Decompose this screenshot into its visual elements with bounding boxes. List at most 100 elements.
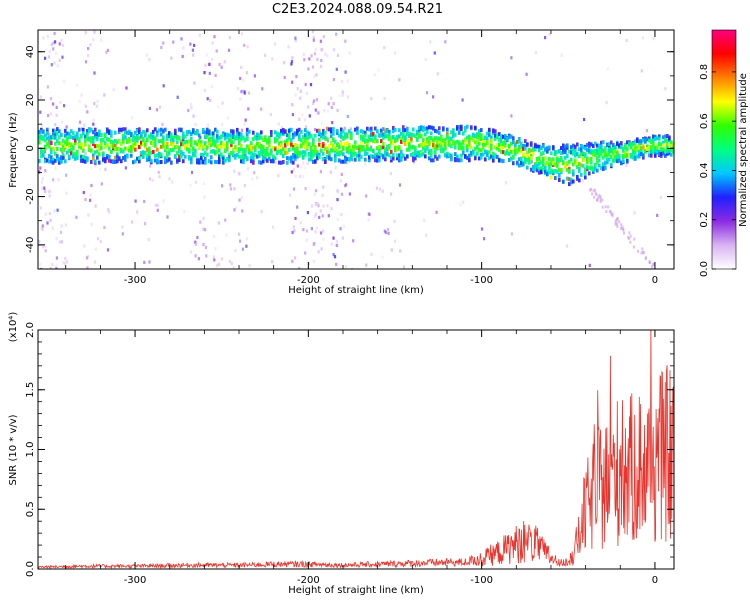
heatmap-cell bbox=[416, 129, 419, 134]
heatmap-cell bbox=[230, 142, 233, 147]
heatmap-cell bbox=[223, 60, 226, 64]
heatmap-cell bbox=[592, 149, 595, 154]
heatmap-cell bbox=[668, 151, 671, 156]
heatmap-cell bbox=[298, 153, 301, 158]
heatmap-cell bbox=[38, 158, 41, 163]
heatmap-cell bbox=[490, 143, 493, 148]
heatmap-cell bbox=[394, 145, 397, 150]
heatmap-cell bbox=[384, 150, 387, 155]
heatmap-cell bbox=[232, 129, 235, 134]
heatmap-cell bbox=[276, 150, 279, 154]
heatmap-cell bbox=[446, 141, 449, 146]
heatmap-cell bbox=[93, 30, 96, 34]
heatmap-cell bbox=[290, 142, 293, 147]
heatmap-cell bbox=[222, 160, 225, 165]
heatmap-cell bbox=[186, 132, 189, 136]
heatmap-cell bbox=[430, 131, 433, 136]
heatmap-cell bbox=[382, 132, 385, 137]
heatmap-cell bbox=[132, 134, 135, 139]
heatmap-cell bbox=[324, 146, 327, 151]
heatmap-cell bbox=[526, 142, 529, 147]
heatmap-cell bbox=[322, 144, 325, 148]
heatmap-cell bbox=[180, 128, 183, 133]
heatmap-cell bbox=[654, 153, 657, 158]
heatmap-cell bbox=[248, 150, 251, 155]
heatmap-cell bbox=[442, 147, 445, 152]
heatmap-cell bbox=[524, 146, 527, 151]
heatmap-cell bbox=[131, 220, 134, 224]
heatmap-cell bbox=[204, 130, 207, 135]
heatmap-cell bbox=[642, 251, 645, 255]
heatmap-cell bbox=[330, 134, 333, 139]
heatmap-cell bbox=[55, 52, 58, 56]
heatmap-cell bbox=[494, 133, 497, 138]
heatmap-cell bbox=[54, 131, 57, 136]
heatmap-cell bbox=[52, 41, 55, 45]
heatmap-cell bbox=[52, 132, 55, 137]
heatmap-cell bbox=[638, 149, 641, 154]
heatmap-cell bbox=[168, 131, 171, 136]
heatmap-cell bbox=[546, 146, 549, 151]
heatmap-cell bbox=[198, 160, 201, 165]
heatmap-cell bbox=[570, 150, 573, 155]
heatmap-cell bbox=[281, 126, 284, 130]
heatmap-cell bbox=[330, 105, 333, 110]
heatmap-cell bbox=[294, 174, 297, 178]
heatmap-cell bbox=[498, 158, 501, 163]
heatmap-cell bbox=[98, 147, 101, 151]
heatmap-cell bbox=[357, 135, 361, 139]
heatmap-cell bbox=[588, 141, 591, 146]
heatmap-cell bbox=[274, 130, 277, 135]
heatmap-cell bbox=[544, 166, 547, 170]
heatmap-cell bbox=[538, 166, 541, 171]
heatmap-cell bbox=[312, 149, 315, 154]
heatmap-cell bbox=[68, 144, 71, 149]
heatmap-cell bbox=[384, 128, 387, 133]
heatmap-cell bbox=[196, 142, 199, 147]
heatmap-cell bbox=[442, 126, 445, 131]
heatmap-cell bbox=[308, 114, 311, 118]
heatmap-cell bbox=[292, 132, 295, 137]
heatmap-cell bbox=[336, 190, 340, 194]
heatmap-cell bbox=[306, 139, 309, 144]
heatmap-cell bbox=[42, 149, 45, 154]
heatmap-cell bbox=[640, 139, 643, 144]
heatmap-cell bbox=[422, 128, 425, 133]
heatmap-cell bbox=[554, 150, 557, 155]
heatmap-cell bbox=[566, 167, 569, 172]
heatmap-cell bbox=[542, 144, 545, 149]
heatmap-cell bbox=[104, 141, 107, 146]
heatmap-cell bbox=[432, 143, 435, 148]
heatmap-cell bbox=[530, 156, 533, 161]
heatmap-cell bbox=[324, 137, 327, 142]
heatmap-cell bbox=[318, 128, 321, 133]
heatmap-cell bbox=[280, 131, 283, 136]
heatmap-cell bbox=[236, 153, 239, 157]
heatmap-cell bbox=[58, 58, 61, 62]
heatmap-cell bbox=[434, 145, 437, 150]
heatmap-cell bbox=[224, 144, 227, 149]
heatmap-cell bbox=[42, 135, 45, 140]
heatmap-cell bbox=[392, 152, 395, 157]
heatmap-cell bbox=[393, 219, 396, 223]
heatmap-cell bbox=[41, 227, 44, 232]
heatmap-cell bbox=[164, 145, 167, 150]
heatmap-cell bbox=[582, 151, 585, 156]
heatmap-cell bbox=[412, 133, 415, 137]
heatmap-cell bbox=[406, 154, 409, 159]
heatmap-cell bbox=[168, 177, 171, 181]
heatmap-cell bbox=[383, 46, 386, 50]
heatmap-cell bbox=[148, 58, 151, 62]
heatmap-cell bbox=[292, 160, 295, 165]
heatmap-cell bbox=[578, 162, 581, 167]
heatmap-cell bbox=[626, 159, 629, 164]
heatmap-cell bbox=[429, 40, 432, 44]
heatmap-cell bbox=[326, 109, 329, 113]
heatmap-cell bbox=[302, 228, 305, 232]
heatmap-cell bbox=[268, 156, 271, 161]
heatmap-cell bbox=[326, 54, 329, 58]
heatmap-cell bbox=[172, 40, 175, 44]
heatmap-cell bbox=[620, 223, 623, 227]
heatmap-cell bbox=[376, 129, 379, 134]
heatmap-cell bbox=[98, 167, 102, 171]
